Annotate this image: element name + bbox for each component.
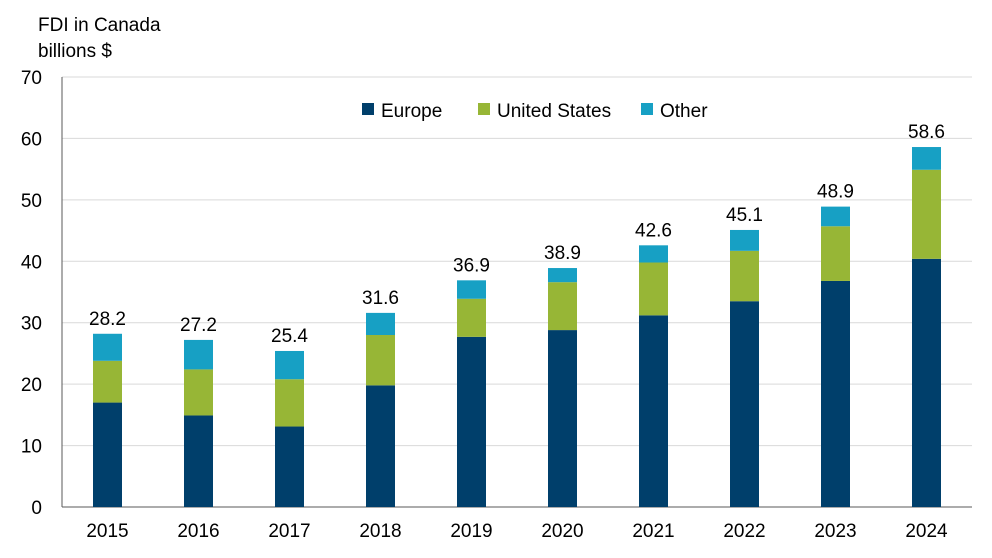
- legend-swatch-other: [641, 103, 653, 115]
- bar-united-states-2016: [184, 369, 213, 416]
- bar-other-2024: [912, 147, 941, 170]
- total-label-2019: 36.9: [453, 255, 490, 276]
- bar-other-2023: [821, 206, 850, 227]
- bar-other-2018: [366, 312, 395, 335]
- bar-europe-2018: [366, 385, 395, 507]
- bar-united-states-2024: [912, 169, 941, 259]
- ytick-label-40: 40: [21, 252, 42, 273]
- bar-europe-2016: [184, 415, 213, 507]
- bar-europe-2017: [275, 426, 304, 507]
- bar-europe-2020: [548, 330, 577, 507]
- bar-united-states-2020: [548, 282, 577, 331]
- ytick-label-20: 20: [21, 375, 42, 396]
- legend-swatch-united-states: [478, 103, 490, 115]
- ytick-label-0: 0: [31, 498, 42, 519]
- ytick-label-30: 30: [21, 314, 42, 335]
- ylabel-line-2: billions $: [38, 41, 112, 62]
- total-label-2024: 58.6: [908, 122, 945, 143]
- xtick-label-2016: 2016: [177, 521, 219, 542]
- bar-united-states-2018: [366, 335, 395, 386]
- legend-swatch-europe: [362, 103, 374, 115]
- bar-united-states-2019: [457, 298, 486, 337]
- total-label-2018: 31.6: [362, 288, 399, 309]
- bar-europe-2019: [457, 336, 486, 507]
- xtick-label-2019: 2019: [450, 521, 492, 542]
- ytick-label-60: 60: [21, 129, 42, 150]
- ylabel-line-1: FDI in Canada: [38, 15, 161, 36]
- ytick-label-50: 50: [21, 191, 42, 212]
- total-label-2021: 42.6: [635, 220, 672, 241]
- total-label-2023: 48.9: [817, 182, 854, 203]
- xtick-label-2018: 2018: [359, 521, 401, 542]
- bar-united-states-2021: [639, 262, 668, 316]
- bar-united-states-2015: [93, 360, 122, 403]
- bar-united-states-2023: [821, 226, 850, 281]
- xtick-label-2020: 2020: [541, 521, 583, 542]
- legend-label-europe: Europe: [381, 101, 442, 122]
- bar-other-2017: [275, 350, 304, 380]
- bar-other-2021: [639, 245, 668, 263]
- bar-other-2016: [184, 339, 213, 370]
- xtick-label-2022: 2022: [723, 521, 765, 542]
- ytick-label-10: 10: [21, 437, 42, 458]
- total-label-2015: 28.2: [89, 309, 126, 330]
- bar-europe-2015: [93, 402, 122, 507]
- bar-europe-2022: [730, 301, 759, 507]
- bar-united-states-2017: [275, 379, 304, 427]
- total-label-2017: 25.4: [271, 326, 308, 347]
- xtick-label-2015: 2015: [86, 521, 128, 542]
- ytick-label-70: 70: [21, 68, 42, 89]
- bar-europe-2024: [912, 258, 941, 507]
- xtick-label-2017: 2017: [268, 521, 310, 542]
- xtick-label-2021: 2021: [632, 521, 674, 542]
- legend-label-other: Other: [660, 101, 708, 122]
- total-label-2020: 38.9: [544, 243, 581, 264]
- bar-europe-2021: [639, 315, 668, 507]
- bar-europe-2023: [821, 280, 850, 507]
- total-label-2022: 45.1: [726, 205, 763, 226]
- bar-other-2015: [93, 333, 122, 361]
- bar-other-2019: [457, 280, 486, 299]
- legend-label-united-states: United States: [497, 101, 611, 122]
- bar-other-2020: [548, 268, 577, 283]
- xtick-label-2024: 2024: [905, 521, 948, 542]
- bar-united-states-2022: [730, 250, 759, 302]
- bar-other-2022: [730, 229, 759, 251]
- total-label-2016: 27.2: [180, 315, 217, 336]
- legend: Europe United States Other: [362, 101, 708, 122]
- xtick-label-2023: 2023: [814, 521, 856, 542]
